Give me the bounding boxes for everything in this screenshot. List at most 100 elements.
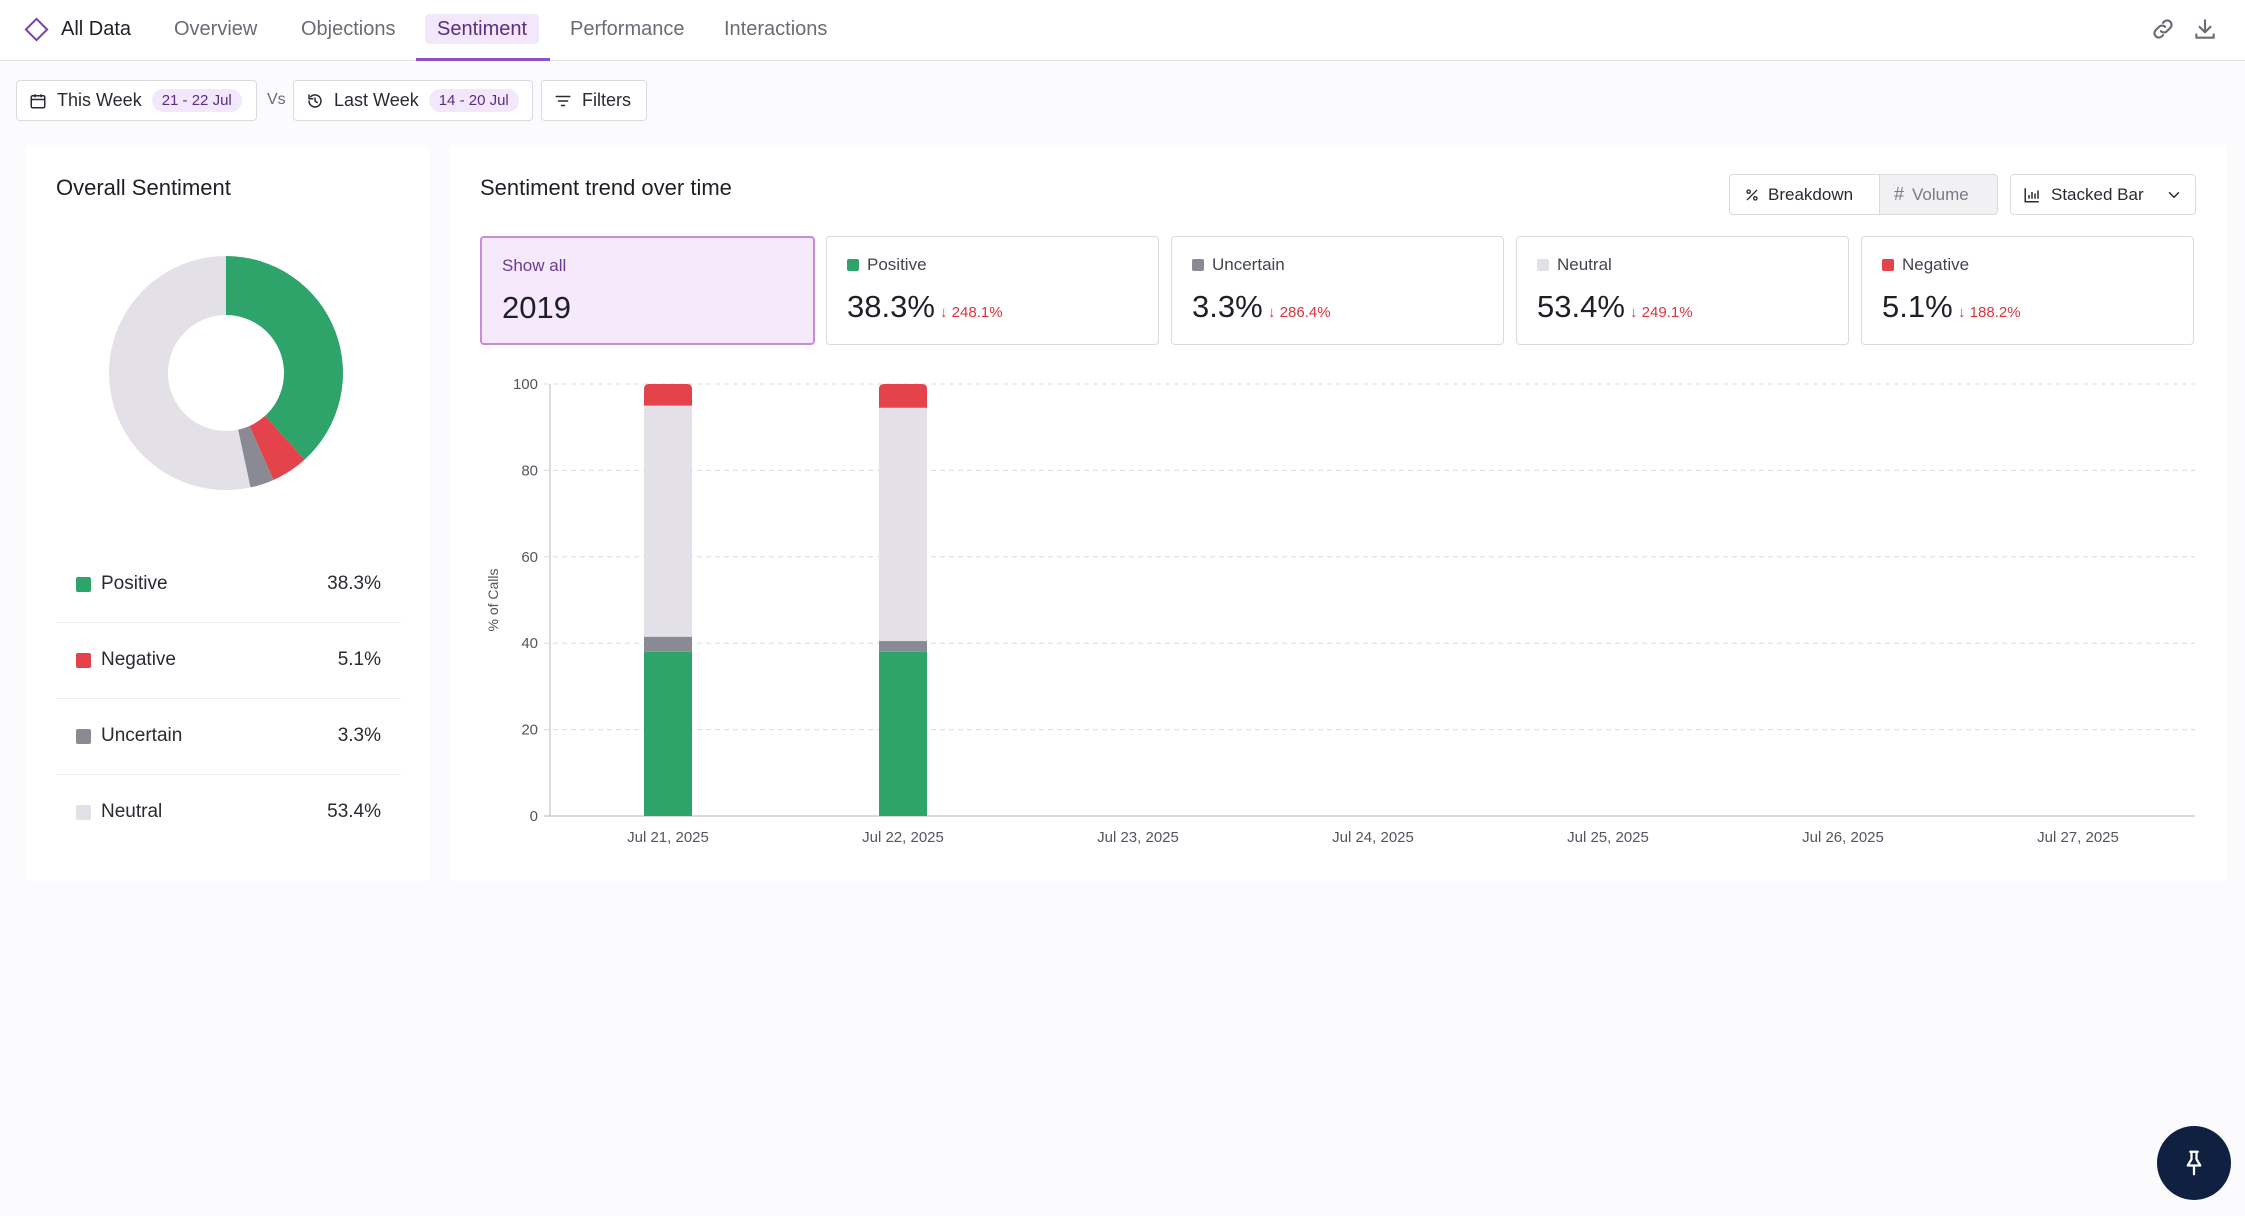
stat-label-negative: Negative [1882, 255, 1969, 275]
stat-value: 3.3% [1192, 289, 1263, 324]
neutral-swatch [1537, 259, 1549, 271]
bar-segment-negative[interactable] [644, 384, 692, 406]
uncertain-swatch [1192, 259, 1204, 271]
legend-label: Neutral [101, 801, 163, 822]
stat-label-text: Uncertain [1212, 255, 1285, 274]
current-period-range: 21 - 22 Jul [151, 89, 242, 112]
negative-swatch [1882, 259, 1894, 271]
chart-type-dropdown[interactable]: Stacked Bar [2010, 174, 2196, 215]
legend-value: 3.3% [337, 725, 381, 746]
link-icon[interactable] [2150, 16, 2176, 42]
y-tick-label: 40 [521, 635, 538, 652]
active-tab-indicator [416, 58, 550, 61]
donut-slice-neutral [109, 256, 251, 490]
hash-icon: # [1894, 184, 1905, 204]
overall-sentiment-title: Overall Sentiment [56, 175, 231, 200]
calendar-icon [30, 93, 46, 108]
legend-row-negative: Negative 5.1% [56, 623, 401, 699]
bar-segment-positive[interactable] [644, 651, 692, 816]
show-all-value: 2019 [502, 290, 571, 325]
stat-delta: ↓ 188.2% [1958, 304, 2021, 321]
tab-objections[interactable]: Objections [301, 18, 396, 40]
stat-label-uncertain: Uncertain [1192, 255, 1285, 275]
breakdown-volume-toggle: Breakdown # Volume [1729, 174, 1998, 215]
legend-label: Positive [101, 573, 168, 594]
legend-value: 5.1% [337, 649, 381, 670]
stat-show-all[interactable]: Show all 2019 [480, 236, 815, 345]
y-tick-label: 100 [513, 376, 538, 393]
bar-segment-negative[interactable] [879, 384, 927, 408]
positive-swatch [847, 259, 859, 271]
sentiment-donut-chart [109, 256, 344, 490]
previous-period-picker[interactable]: Last Week 14 - 20 Jul [293, 80, 533, 121]
vs-label: Vs [267, 91, 286, 108]
stat-label-text: Negative [1902, 255, 1970, 274]
overall-sentiment-card: Overall Sentiment [26, 145, 429, 881]
x-tick-label: Jul 23, 2025 [1097, 829, 1179, 846]
legend-label: Negative [101, 649, 176, 670]
bar-segment-neutral[interactable] [879, 407, 927, 642]
sentiment-trend-title: Sentiment trend over time [480, 175, 732, 200]
stat-label-neutral: Neutral [1537, 255, 1612, 275]
current-period-label: This Week [57, 90, 142, 110]
chevron-down-icon [2168, 191, 2180, 198]
x-tick-label: Jul 25, 2025 [1567, 829, 1649, 846]
volume-button[interactable]: # Volume [1880, 175, 1983, 214]
stat-negative[interactable]: Negative 5.1% ↓ 188.2% [1861, 236, 2194, 345]
show-all-label: Show all [502, 256, 567, 275]
legend-label: Uncertain [101, 725, 183, 746]
positive-swatch [76, 577, 91, 592]
donut-slice-uncertain [238, 426, 274, 488]
brand[interactable]: All Data [24, 14, 131, 44]
previous-period-label: Last Week [334, 90, 419, 110]
stat-delta-value: 188.2% [1969, 304, 2021, 321]
stat-delta: ↓ 286.4% [1268, 304, 1331, 321]
tab-interactions[interactable]: Interactions [724, 18, 828, 40]
top-nav: All Data Overview Objections Sentiment P… [0, 0, 2245, 61]
pin-button[interactable] [2157, 1126, 2231, 1200]
filters-button[interactable]: Filters [541, 80, 647, 121]
x-tick-label: Jul 21, 2025 [627, 829, 709, 846]
x-tick-label: Jul 22, 2025 [862, 829, 944, 846]
filters-label: Filters [582, 90, 631, 110]
legend-row-positive: Positive 38.3% [56, 547, 401, 623]
download-icon[interactable] [2192, 16, 2218, 42]
stat-uncertain[interactable]: Uncertain 3.3% ↓ 286.4% [1171, 236, 1504, 345]
volume-label: Volume [1912, 184, 1969, 204]
stat-label-positive: Positive [847, 255, 927, 275]
legend-row-neutral: Neutral 53.4% [56, 775, 401, 851]
stat-delta-value: 248.1% [951, 304, 1003, 321]
stat-value: 53.4% [1537, 289, 1625, 324]
stat-delta: ↓ 248.1% [940, 304, 1003, 321]
current-period-picker[interactable]: This Week 21 - 22 Jul [16, 80, 257, 121]
pin-icon [2186, 1150, 2202, 1176]
tab-sentiment[interactable]: Sentiment [425, 14, 540, 44]
x-tick-label: Jul 27, 2025 [2037, 829, 2119, 846]
breakdown-button[interactable]: Breakdown [1730, 175, 1880, 214]
chart-type-label: Stacked Bar [2051, 184, 2144, 204]
stat-delta-value: 249.1% [1641, 304, 1693, 321]
neutral-swatch [76, 805, 91, 820]
bar-segment-positive[interactable] [879, 651, 927, 816]
negative-swatch [76, 653, 91, 668]
bar-segment-uncertain[interactable] [644, 636, 692, 652]
legend-value: 53.4% [327, 801, 381, 822]
bar-chart-icon [2024, 187, 2039, 202]
previous-period-range: 14 - 20 Jul [428, 89, 519, 112]
stat-label-text: Neutral [1557, 255, 1612, 274]
y-tick-label: 80 [521, 462, 538, 479]
bar-segment-uncertain[interactable] [879, 641, 927, 652]
donut-slice-negative [249, 415, 305, 480]
y-tick-label: 0 [530, 808, 538, 825]
stat-positive[interactable]: Positive 38.3% ↓ 248.1% [826, 236, 1159, 345]
legend-row-uncertain: Uncertain 3.3% [56, 699, 401, 775]
history-icon [308, 93, 322, 108]
diamond-icon [24, 16, 49, 42]
percent-icon [1746, 188, 1758, 201]
bar-segment-neutral[interactable] [644, 405, 692, 637]
tab-performance[interactable]: Performance [570, 18, 685, 40]
stat-label-text: Positive [867, 255, 927, 274]
breakdown-label: Breakdown [1768, 184, 1854, 204]
stat-neutral[interactable]: Neutral 53.4% ↓ 249.1% [1516, 236, 1849, 345]
tab-overview[interactable]: Overview [174, 18, 258, 40]
